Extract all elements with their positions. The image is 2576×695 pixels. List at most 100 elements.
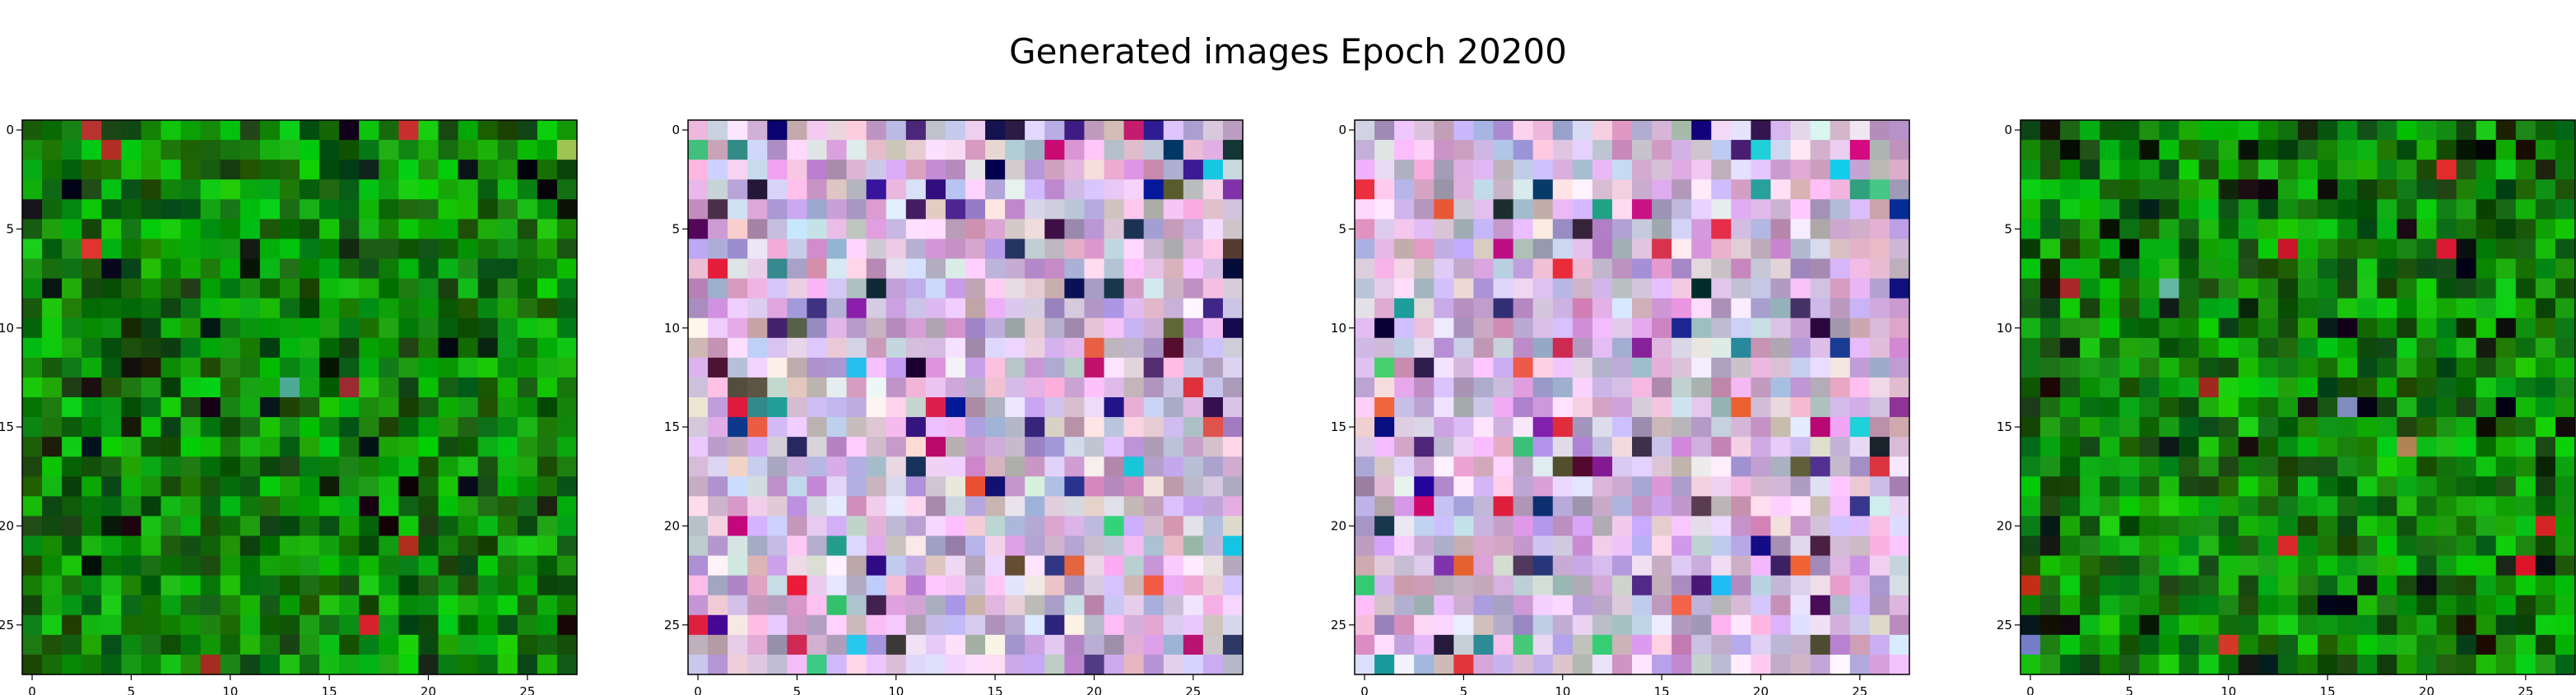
pixel-cell: [1414, 615, 1434, 636]
pixel-cell: [1025, 378, 1045, 398]
pixel-cell: [1553, 120, 1574, 141]
pixel-cell: [498, 358, 518, 378]
pixel-cell: [1573, 397, 1593, 418]
pixel-cell: [240, 140, 261, 160]
pixel-cell: [2536, 140, 2556, 160]
pixel-cell: [1223, 635, 1244, 656]
pixel-cell: [2377, 476, 2397, 497]
pixel-cell: [1044, 279, 1065, 299]
pixel-cell: [1791, 635, 1811, 656]
pixel-cell: [946, 556, 966, 577]
pixel-cell: [1593, 199, 1613, 220]
pixel-cell: [2258, 279, 2279, 299]
pixel-cell: [2060, 378, 2081, 398]
pixel-cell: [867, 595, 887, 616]
pixel-cell: [1711, 655, 1732, 675]
pixel-cell: [2416, 655, 2437, 675]
pixel-cell: [2119, 437, 2140, 457]
pixel-cell: [339, 635, 360, 656]
pixel-cell: [965, 615, 986, 636]
pixel-cell: [2318, 338, 2338, 359]
pixel-cell: [1612, 140, 1633, 160]
pixel-cell: [2397, 576, 2417, 596]
pixel-cell: [300, 299, 320, 319]
pixel-cell: [965, 239, 986, 259]
pixel-cell: [1533, 635, 1554, 656]
pixel-cell: [1434, 437, 1454, 457]
pixel-cell: [708, 120, 728, 141]
pixel-cell: [1672, 397, 1692, 418]
pixel-cell: [847, 655, 867, 675]
pixel-cell: [2457, 120, 2477, 141]
pixel-cell: [518, 456, 538, 477]
pixel-cell: [1223, 140, 1244, 160]
pixel-cell: [926, 576, 946, 596]
pixel-cell: [2099, 476, 2120, 497]
pixel-cell: [1632, 496, 1653, 517]
pixel-cell: [2357, 476, 2378, 497]
pixel-cell: [787, 318, 807, 339]
pixel-cell: [240, 615, 261, 636]
pixel-cell: [260, 556, 281, 577]
pixel-cell: [398, 179, 419, 200]
pixel-cell: [1453, 140, 1474, 160]
pixel-cell: [1771, 318, 1792, 339]
pixel-cell: [747, 655, 768, 675]
pixel-cell: [319, 358, 340, 378]
pixel-cell: [2080, 199, 2100, 220]
pixel-cell: [926, 179, 946, 200]
pixel-cell: [2179, 338, 2200, 359]
pixel-cell: [2357, 576, 2378, 596]
pixel-cell: [1025, 318, 1045, 339]
pixel-cell: [1731, 476, 1751, 497]
pixel-cell: [1632, 595, 1653, 616]
pixel-cell: [926, 397, 946, 418]
pixel-cell: [439, 338, 459, 359]
pixel-cell: [2239, 417, 2259, 438]
pixel-cell: [1593, 239, 1613, 259]
pixel-cell: [2099, 635, 2120, 656]
pixel-cell: [2020, 397, 2041, 418]
pixel-cell: [339, 219, 360, 239]
pixel-cell: [101, 160, 122, 180]
pixel-cell: [946, 160, 966, 180]
pixel-cell: [926, 456, 946, 477]
pixel-cell: [557, 318, 578, 339]
pixel-cell: [1164, 358, 1184, 378]
pixel-cell: [1025, 199, 1045, 220]
pixel-cell: [747, 199, 768, 220]
pixel-cell: [847, 120, 867, 141]
pixel-cell: [728, 179, 748, 200]
pixel-cell: [62, 476, 82, 497]
pixel-cell: [1751, 635, 1771, 656]
pixel-cell: [2099, 259, 2120, 280]
pixel-cell: [2119, 259, 2140, 280]
pixel-cell: [1533, 476, 1554, 497]
pixel-cell: [1144, 456, 1165, 477]
pixel-cell: [379, 437, 399, 457]
pixel-cell: [339, 378, 360, 398]
pixel-cell: [2555, 140, 2576, 160]
pixel-cell: [221, 476, 241, 497]
pixel-cell: [1672, 615, 1692, 636]
pixel-cell: [767, 338, 788, 359]
pixel-cell: [2516, 576, 2536, 596]
pixel-cell: [1533, 140, 1554, 160]
pixel-cell: [747, 536, 768, 557]
pixel-cell: [1652, 160, 1672, 180]
pixel-cell: [458, 279, 479, 299]
pixel-cell: [1144, 318, 1165, 339]
pixel-cell: [121, 397, 142, 418]
pixel-cell: [2278, 318, 2299, 339]
pixel-cell: [1084, 576, 1104, 596]
pixel-cell: [1711, 199, 1732, 220]
pixel-cell: [1434, 516, 1454, 536]
pixel-cell: [2219, 219, 2239, 239]
pixel-cell: [2516, 299, 2536, 319]
pixel-cell: [1005, 536, 1025, 557]
pixel-cell: [478, 199, 499, 220]
pixel-cell: [221, 140, 241, 160]
pixel-cell: [2416, 179, 2437, 200]
pixel-cell: [181, 140, 202, 160]
pixel-cell: [2337, 615, 2358, 636]
